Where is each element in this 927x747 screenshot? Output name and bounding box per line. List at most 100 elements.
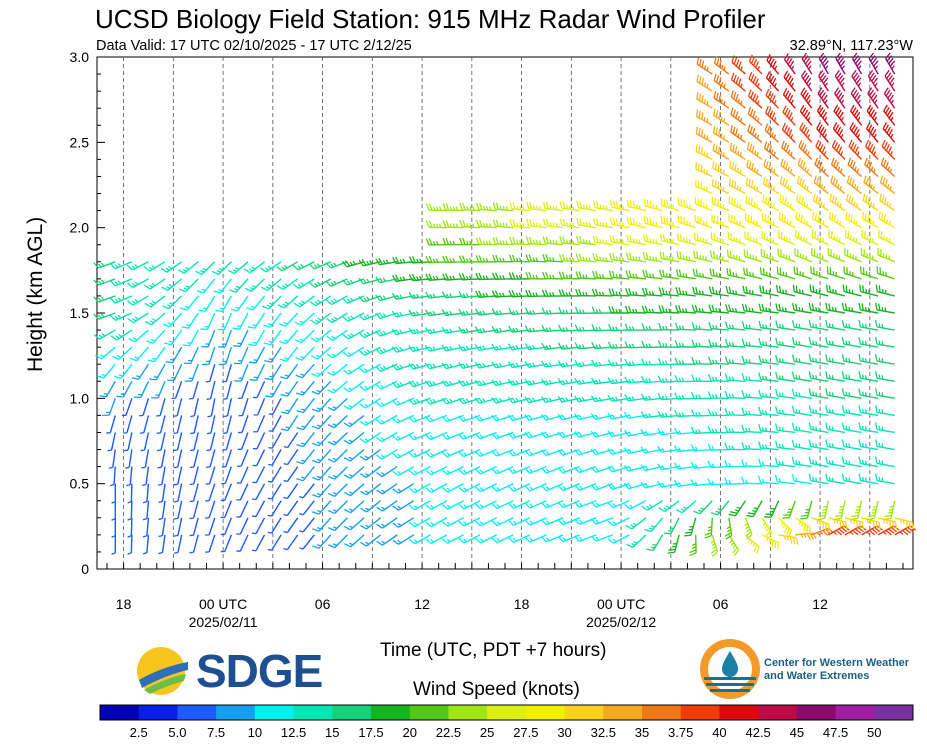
barb-flag (674, 444, 679, 452)
barb-flag (458, 415, 464, 422)
barb-flag (479, 202, 483, 210)
barb-flag (712, 250, 716, 259)
barb-flag (168, 284, 173, 288)
barb-flag (408, 327, 414, 335)
barb-flag (349, 279, 354, 284)
barb-flag (578, 450, 583, 455)
barb-flag (541, 360, 546, 368)
barb-flag (441, 469, 448, 475)
barb-flag (824, 82, 829, 87)
barb-flag (785, 528, 790, 535)
barb-flag (815, 177, 820, 185)
barb-flag (430, 452, 434, 457)
wind-barb (728, 213, 746, 229)
barb-shaft (144, 449, 150, 468)
wind-barb (758, 372, 779, 382)
barb-flag (731, 55, 735, 63)
barb-flag (804, 166, 807, 171)
wind-barb (205, 449, 216, 468)
wind-barb (425, 448, 448, 458)
barb-shaft (176, 415, 183, 434)
wind-barb (691, 374, 713, 382)
barb-flag (511, 289, 516, 297)
barb-shaft (800, 93, 813, 109)
barb-flag (886, 183, 890, 189)
wind-barb (359, 380, 381, 392)
barb-flag (125, 466, 130, 469)
barb-flag (93, 296, 99, 303)
barb-flag (818, 514, 826, 518)
barb-flag (822, 529, 829, 536)
wind-barb (156, 415, 166, 434)
barb-flag (819, 144, 824, 152)
barb-flag (366, 260, 370, 265)
barb-flag (867, 214, 870, 222)
wind-barb (507, 431, 531, 439)
barb-flag (820, 92, 826, 99)
barb-flag (632, 273, 635, 278)
barb-flag (419, 275, 422, 281)
wind-barb (830, 157, 846, 177)
barb-flag (432, 311, 436, 316)
barb-flag (458, 537, 465, 544)
wind-barb (879, 175, 896, 195)
barb-flag (618, 291, 621, 296)
barb-flag (572, 222, 575, 227)
barb-shaft (256, 449, 266, 467)
barb-flag (462, 237, 466, 245)
wind-barb (841, 388, 862, 400)
barb-flag (753, 544, 758, 552)
barb-flag (311, 390, 319, 395)
barb-flag (476, 202, 480, 210)
barb-flag (607, 483, 613, 490)
barb-flag (835, 289, 837, 294)
wind-barb (727, 231, 746, 246)
barb-shaft (108, 398, 116, 416)
barb-flag (479, 219, 483, 227)
barb-shaft (208, 534, 216, 553)
barb-flag (343, 457, 351, 462)
barb-flag (381, 489, 386, 493)
barb-flag (309, 282, 316, 288)
barb-flag (358, 277, 364, 285)
wind-barb (741, 441, 763, 451)
barb-flag (310, 355, 318, 360)
wind-barb (574, 448, 597, 456)
barb-shaft (224, 534, 233, 552)
barb-flag (607, 394, 613, 402)
barb-flag (850, 196, 854, 205)
barb-flag (232, 327, 240, 330)
barb-flag (591, 341, 596, 349)
barb-flag (784, 125, 789, 132)
wind-barb (181, 312, 199, 329)
barb-flag (858, 65, 862, 70)
barb-flag (837, 183, 840, 189)
barb-flag (808, 473, 812, 481)
wind-barb (850, 87, 863, 109)
wind-barb (491, 534, 514, 544)
barb-flag (774, 65, 778, 70)
barb-flag (798, 195, 802, 203)
barb-flag (562, 380, 566, 385)
barb-flag (819, 531, 824, 535)
wind-barb (757, 475, 779, 485)
barb-flag (759, 267, 762, 275)
barb-flag (625, 287, 629, 296)
barb-flag (230, 308, 238, 312)
wind-barb (575, 235, 597, 246)
barb-flag (127, 552, 132, 555)
barb-flag (449, 258, 453, 263)
barb-flag (822, 128, 827, 136)
barb-flag (743, 267, 746, 275)
barb-flag (343, 387, 350, 393)
barb-flag (314, 301, 319, 305)
wind-barb (542, 201, 564, 212)
barb-flag (574, 535, 580, 542)
wind-barb (526, 201, 547, 212)
barb-flag (841, 354, 845, 362)
barb-flag (598, 361, 602, 366)
barb-flag (545, 201, 549, 209)
wind-barb (310, 346, 332, 360)
barb-flag (664, 395, 668, 400)
wind-barb (458, 308, 481, 316)
